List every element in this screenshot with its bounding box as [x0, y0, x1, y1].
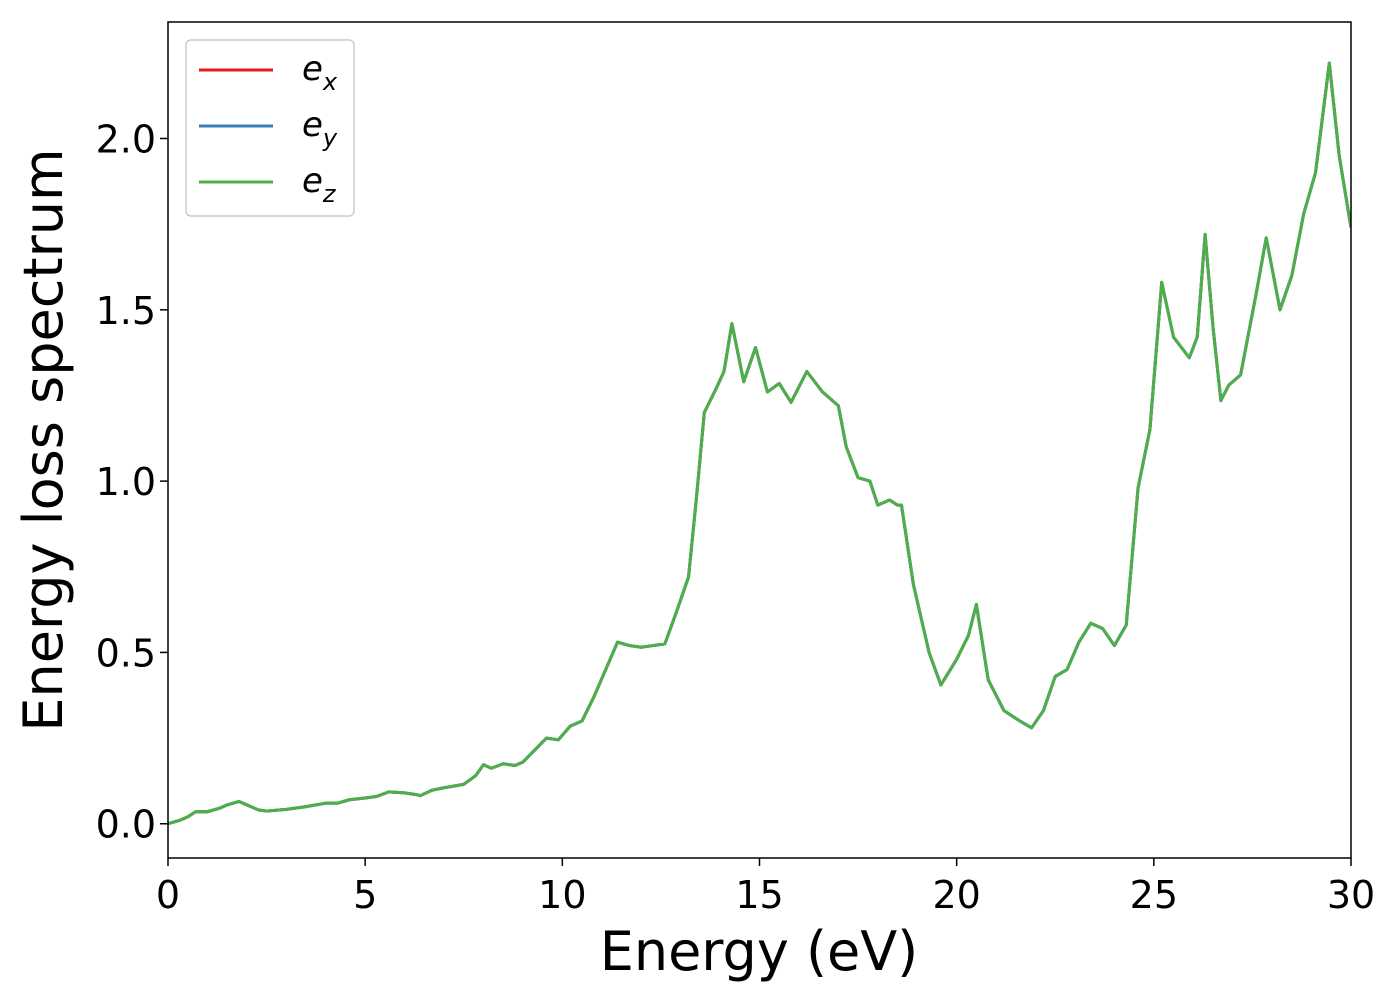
x-tick-label: 20: [932, 873, 980, 917]
y-tick-label: 2.0: [96, 117, 156, 161]
x-tick-label: 5: [353, 873, 377, 917]
x-tick-label: 30: [1327, 873, 1375, 917]
legend-label: ey: [302, 105, 338, 152]
series-line: [168, 61, 1351, 826]
x-tick-label: 0: [156, 873, 180, 917]
plot-frame: [167, 21, 1352, 859]
x-tick-label: 10: [538, 873, 586, 917]
x-axis-label: Energy (eV): [600, 920, 919, 983]
x-tick-label: 25: [1130, 873, 1178, 917]
legend-label: ex: [302, 49, 338, 96]
x-tick-label: 15: [735, 873, 783, 917]
y-axis-label: Energy loss spectrum: [12, 148, 75, 731]
y-tick-label: 1.0: [96, 460, 156, 504]
y-tick-label: 0.0: [96, 803, 156, 847]
legend-box: [185, 39, 355, 217]
y-tick-label: 0.5: [96, 631, 156, 675]
legend-label: ez: [302, 161, 337, 208]
y-tick-label: 1.5: [96, 289, 156, 333]
